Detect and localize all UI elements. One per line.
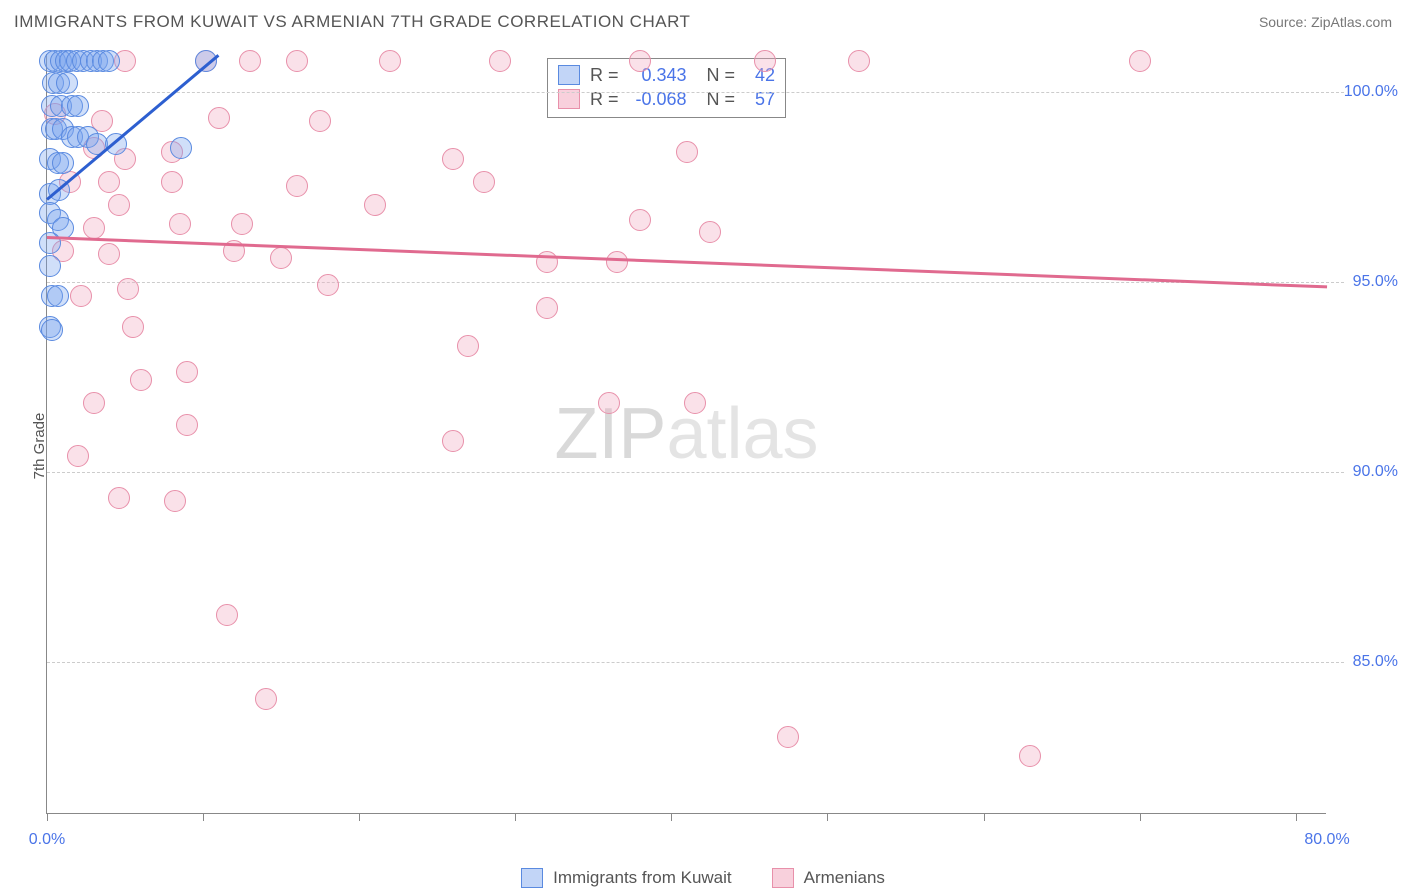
data-point — [231, 213, 253, 235]
data-point — [164, 490, 186, 512]
data-point — [83, 217, 105, 239]
data-point — [208, 107, 230, 129]
data-point — [473, 171, 495, 193]
x-tick — [47, 813, 48, 821]
data-point — [41, 319, 63, 341]
data-point — [629, 209, 651, 231]
legend-swatch — [558, 65, 580, 85]
x-tick — [827, 813, 828, 821]
source-name: ZipAtlas.com — [1311, 14, 1392, 30]
r-value: -0.068 — [629, 87, 687, 111]
gridline-horizontal — [47, 472, 1344, 473]
data-point — [117, 278, 139, 300]
data-point — [216, 604, 238, 626]
gridline-horizontal — [47, 282, 1344, 283]
data-point — [176, 414, 198, 436]
data-point — [489, 50, 511, 72]
data-point — [67, 95, 89, 117]
data-point — [286, 50, 308, 72]
data-point — [56, 72, 78, 94]
gridline-horizontal — [47, 92, 1344, 93]
data-point — [39, 255, 61, 277]
x-tick — [671, 813, 672, 821]
data-point — [83, 392, 105, 414]
data-point — [684, 392, 706, 414]
n-label: N = — [707, 87, 736, 111]
y-tick-label: 100.0% — [1338, 83, 1398, 101]
data-point — [255, 688, 277, 710]
source-label: Source: — [1259, 14, 1307, 30]
legend-label: Armenians — [804, 868, 885, 888]
series-legend: Immigrants from Kuwait Armenians — [0, 868, 1406, 888]
y-tick-label: 85.0% — [1338, 653, 1398, 671]
data-point — [536, 297, 558, 319]
data-point — [1129, 50, 1151, 72]
data-point — [108, 487, 130, 509]
data-point — [70, 285, 92, 307]
data-point — [317, 274, 339, 296]
data-point — [676, 141, 698, 163]
r-label: R = — [590, 87, 619, 111]
x-tick — [515, 813, 516, 821]
chart-title: IMMIGRANTS FROM KUWAIT VS ARMENIAN 7TH G… — [14, 12, 690, 32]
legend-item: Immigrants from Kuwait — [521, 868, 732, 888]
source-attribution: Source: ZipAtlas.com — [1259, 14, 1392, 30]
x-tick-label: 0.0% — [29, 831, 65, 849]
n-value: 57 — [745, 87, 775, 111]
data-point — [606, 251, 628, 273]
y-tick-label: 90.0% — [1338, 463, 1398, 481]
legend-swatch — [772, 868, 794, 888]
data-point — [286, 175, 308, 197]
data-point — [170, 137, 192, 159]
data-point — [848, 50, 870, 72]
data-point — [122, 316, 144, 338]
x-tick — [203, 813, 204, 821]
legend-label: Immigrants from Kuwait — [553, 868, 732, 888]
data-point — [239, 50, 261, 72]
data-point — [457, 335, 479, 357]
legend-swatch — [521, 868, 543, 888]
x-tick — [1140, 813, 1141, 821]
data-point — [130, 369, 152, 391]
data-point — [169, 213, 191, 235]
scatter-plot: ZIPatlas R =0.343N =42R =-0.068N =57 100… — [46, 54, 1326, 814]
data-point — [270, 247, 292, 269]
data-point — [67, 445, 89, 467]
stats-row: R = -0.068 N = 57 — [558, 87, 775, 111]
data-point — [754, 50, 776, 72]
x-tick — [1296, 813, 1297, 821]
data-point — [309, 110, 331, 132]
stats-legend-box: R =0.343N =42R = -0.068 N = 57 — [547, 58, 786, 118]
data-point — [98, 50, 120, 72]
data-point — [1019, 745, 1041, 767]
data-point — [598, 392, 620, 414]
stats-row: R =0.343N =42 — [558, 63, 775, 87]
x-tick — [984, 813, 985, 821]
r-label: R = — [590, 63, 619, 87]
data-point — [161, 171, 183, 193]
data-point — [699, 221, 721, 243]
data-point — [629, 50, 651, 72]
data-point — [52, 152, 74, 174]
x-tick-label: 80.0% — [1304, 831, 1349, 849]
data-point — [47, 285, 69, 307]
legend-item: Armenians — [772, 868, 885, 888]
data-point — [98, 243, 120, 265]
data-point — [442, 430, 464, 452]
x-tick — [359, 813, 360, 821]
n-label: N = — [707, 63, 736, 87]
data-point — [379, 50, 401, 72]
trend-line — [47, 236, 1327, 288]
data-point — [364, 194, 386, 216]
y-tick-label: 95.0% — [1338, 273, 1398, 291]
data-point — [176, 361, 198, 383]
gridline-horizontal — [47, 662, 1344, 663]
data-point — [108, 194, 130, 216]
data-point — [777, 726, 799, 748]
data-point — [98, 171, 120, 193]
data-point — [442, 148, 464, 170]
